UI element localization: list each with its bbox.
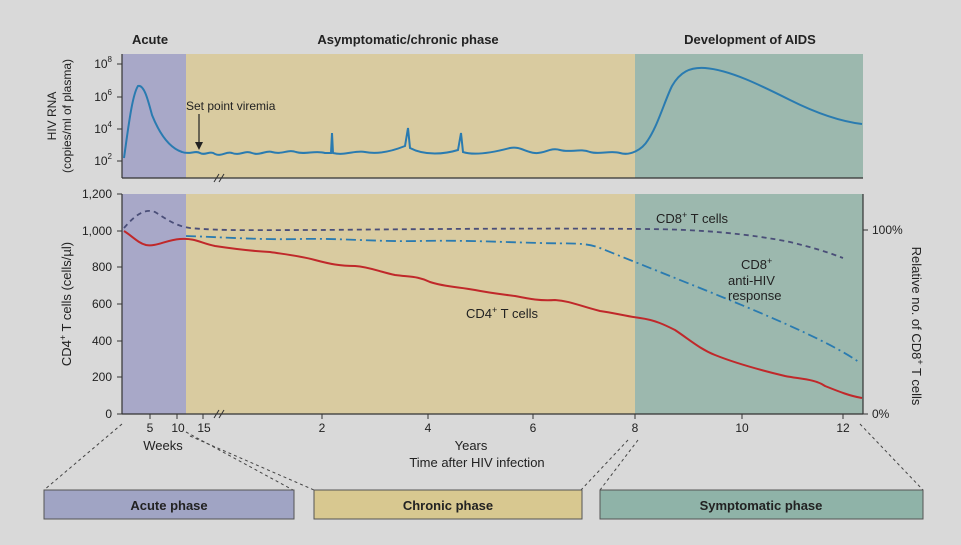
bottom-right-y-label: Relative no. of CD8+ T cells [909,247,925,406]
top-axis-break [213,173,225,183]
svg-text:response: response [728,288,781,303]
top-ytick-label: 108 [94,55,112,71]
top-y-ticks [117,63,122,162]
cd4-tcells-line [123,230,863,399]
top-band-acute [122,54,186,178]
set-point-label: Set point viremia [186,99,276,113]
top-ytick-label: 102 [94,152,112,168]
years-tick-label: 12 [836,421,850,435]
top-band-chronic [186,54,635,178]
years-tick-label: 10 [735,421,749,435]
left-ytick-label: 1,000 [82,224,112,238]
svg-text:CD8+: CD8+ [741,256,772,272]
years-tick-label: 2 [319,421,326,435]
weeks-label: Weeks [143,438,183,453]
right-ytick-label: 100% [872,223,903,237]
left-ytick-label: 400 [92,334,112,348]
bottom-left-y-label: CD4+ T cells (cells/µl) [58,242,74,366]
left-ytick-label: 800 [92,260,112,274]
viral-load-line [123,66,863,159]
cd8-series-label: CD8+ T cells [656,210,728,226]
bottom-band-chronic [186,194,635,414]
left-yticks [117,193,122,415]
years-ticks [321,414,844,419]
left-ytick-label: 200 [92,370,112,384]
svg-text:anti-HIV: anti-HIV [728,273,775,288]
svg-text:HIV RNA: HIV RNA [45,92,59,141]
phase-header-aids: Development of AIDS [684,32,816,47]
weeks-tick-label: 5 [147,421,154,435]
years-tick-label: 6 [530,421,537,435]
acute-phase-box [43,489,295,520]
cd4-series-label: CD4+ T cells [466,305,538,321]
x-axis-caption: Time after HIV infection [409,455,544,470]
phase-connectors [43,423,924,491]
bottom-band-aids [635,194,863,414]
set-point-arrowhead [195,142,203,150]
top-ytick-label: 104 [94,120,112,136]
years-label: Years [455,438,488,453]
years-tick-label: 8 [632,421,639,435]
weeks-tick-label: 15 [197,421,211,435]
cd8-anti-hiv-line [185,235,861,364]
top-ytick-label: 106 [94,88,112,104]
symptomatic-phase-box-label: Symptomatic phase [700,498,823,513]
phase-header-acute: Acute [132,32,168,47]
top-y-label: HIV RNA (copies/ml of plasma) [45,59,74,173]
left-ytick-label: 600 [92,297,112,311]
symptomatic-phase-box [599,489,924,520]
right-ytick-label: 0% [872,407,890,421]
weeks-tick-label: 10 [171,421,185,435]
years-tick-label: 4 [425,421,432,435]
chronic-phase-box-label: Chronic phase [403,498,493,513]
left-ytick-label: 0 [105,407,112,421]
acute-phase-box-label: Acute phase [130,498,207,513]
bottom-axis-break [213,409,225,419]
phase-header-chronic: Asymptomatic/chronic phase [317,32,498,47]
cd8-tcells-line [123,210,844,259]
chronic-phase-box [313,489,583,520]
bottom-band-acute [122,194,186,414]
svg-text:(copies/ml of plasma): (copies/ml of plasma) [60,59,74,173]
left-ytick-label: 1,200 [82,187,112,201]
anti-hiv-series-label: CD8+ anti-HIV response [728,256,781,303]
weeks-ticks [149,414,204,419]
